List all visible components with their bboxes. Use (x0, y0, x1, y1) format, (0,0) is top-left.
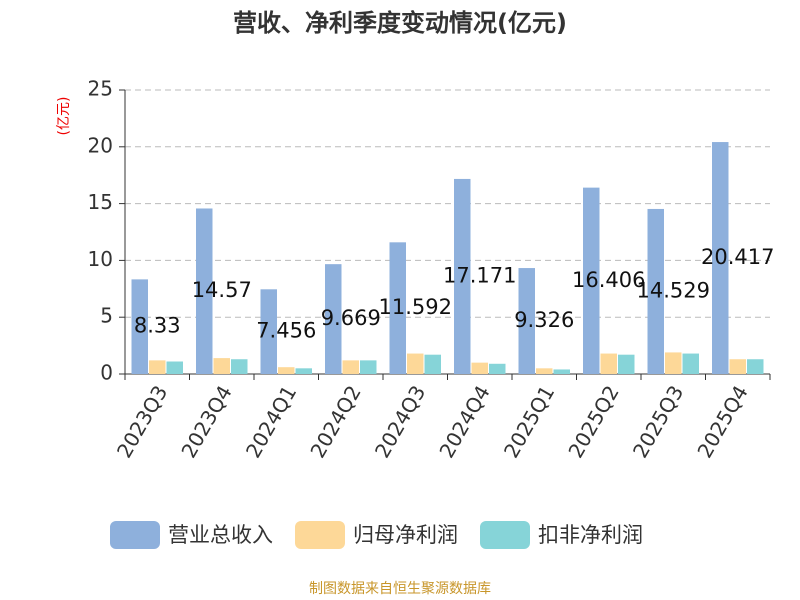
y-tick-label: 5 (100, 304, 113, 328)
chart-title: 营收、净利季度变动情况(亿元) (233, 9, 567, 37)
bar (471, 362, 488, 374)
data-label: 11.592 (379, 295, 452, 319)
data-label: 7.456 (256, 319, 316, 343)
bar (166, 361, 183, 374)
data-label: 9.669 (321, 306, 381, 330)
y-tick-label: 15 (88, 190, 113, 214)
bar (231, 359, 248, 374)
x-tick-label: 2024Q2 (305, 381, 365, 462)
y-tick-label: 25 (88, 77, 113, 101)
x-tick-label: 2023Q3 (112, 381, 172, 462)
bar (295, 368, 312, 374)
bar (618, 354, 635, 374)
bar (278, 367, 295, 374)
legend-label: 归母净利润 (353, 523, 458, 547)
bar (389, 242, 406, 374)
bar (149, 360, 166, 374)
legend-swatch (295, 521, 345, 549)
y-tick-label: 0 (100, 361, 113, 385)
bar (553, 369, 570, 374)
legend-swatch (110, 521, 160, 549)
data-label: 14.57 (192, 278, 252, 302)
bar (747, 359, 764, 374)
x-tick-label: 2023Q4 (176, 381, 236, 462)
x-tick-label: 2025Q1 (499, 381, 559, 462)
bar (213, 358, 230, 374)
legend-label: 营业总收入 (168, 523, 273, 547)
bar (536, 368, 553, 374)
x-tick-label: 2025Q2 (563, 381, 623, 462)
data-label: 8.33 (134, 314, 181, 338)
bar (647, 208, 664, 374)
bar (665, 352, 682, 374)
x-tick-label: 2025Q4 (692, 381, 752, 462)
bar (325, 264, 342, 374)
bar (454, 178, 471, 374)
bar (196, 208, 213, 374)
bar (489, 363, 506, 374)
x-tick-label: 2024Q4 (434, 381, 494, 462)
y-tick-label: 10 (88, 247, 113, 271)
x-tick-label: 2024Q1 (241, 381, 301, 462)
source-note: 制图数据来自恒生聚源数据库 (309, 581, 491, 597)
bar (360, 360, 377, 374)
bar (260, 289, 277, 374)
data-label: 16.406 (572, 268, 645, 292)
x-tick-label: 2025Q3 (628, 381, 688, 462)
data-label: 20.417 (701, 245, 774, 269)
bar (424, 354, 441, 374)
legend-swatch (480, 521, 530, 549)
y-tick-label: 20 (88, 133, 113, 157)
bar (518, 268, 535, 374)
bar (729, 359, 746, 374)
x-tick-label: 2024Q3 (370, 381, 430, 462)
bar (712, 142, 729, 374)
bar (131, 279, 148, 374)
bar (407, 353, 424, 374)
bar (682, 353, 699, 374)
legend-label: 扣非净利润 (538, 523, 643, 547)
data-label: 17.171 (443, 263, 516, 287)
bar (583, 187, 600, 374)
y-axis-label: (亿元) (56, 97, 72, 136)
bar (342, 360, 359, 374)
bar (600, 353, 617, 374)
data-label: 14.529 (637, 278, 710, 302)
data-label: 9.326 (514, 308, 574, 332)
